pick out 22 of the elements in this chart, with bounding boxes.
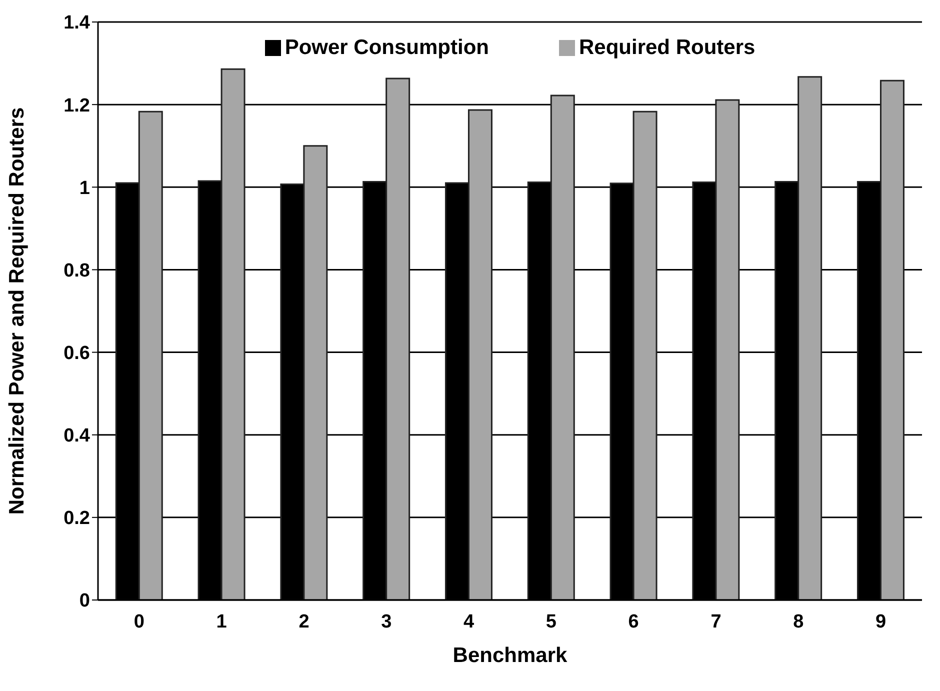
x-tick-label: 7 [710, 611, 722, 632]
y-tick-label: 1.2 [64, 95, 90, 116]
y-tick-label: 1.4 [64, 12, 90, 34]
y-tick-label: 0.2 [64, 508, 90, 530]
x-tick-label: 5 [546, 611, 557, 632]
x-tick-label: 9 [876, 611, 886, 632]
x-tick-label: 3 [381, 611, 392, 632]
y-tick-label: 0.8 [64, 260, 90, 282]
y-axis-title: Normalized Power and Required Routers [5, 107, 28, 515]
y-tick-label: 1 [79, 178, 90, 199]
y-tick-label: 0 [79, 590, 90, 612]
x-tick-label: 0 [134, 611, 144, 632]
x-axis-title: Benchmark [452, 644, 568, 667]
x-tick-label: 2 [298, 611, 310, 632]
y-tick-label: 0.6 [64, 343, 90, 364]
x-tick-label: 8 [793, 611, 804, 632]
y-tick-label: 0.4 [64, 426, 90, 447]
legend-label: Required Routers [578, 36, 756, 59]
x-tick-label: 6 [628, 611, 639, 632]
legend-label: Power Consumption [284, 36, 489, 59]
x-tick-label: 1 [216, 611, 228, 632]
x-tick-label: 4 [464, 611, 475, 632]
